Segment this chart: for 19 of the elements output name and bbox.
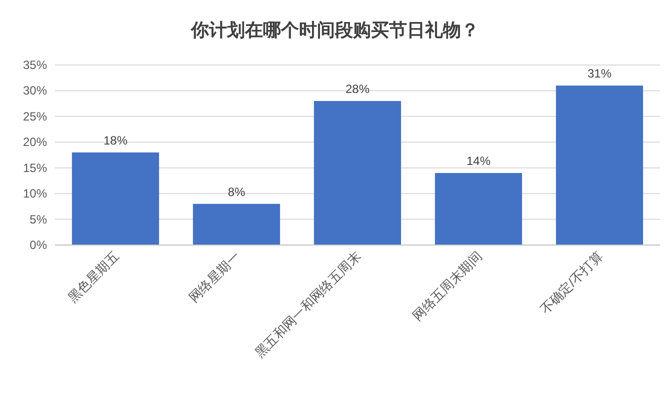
x-tick-label: 不确定/不打算 — [537, 248, 606, 317]
data-label: 14% — [466, 154, 491, 168]
data-label: 8% — [228, 184, 246, 199]
x-tick-label: 黑五和网一和网络五周末 — [252, 248, 364, 360]
y-tick-label: 25% — [22, 109, 48, 124]
data-label: 28% — [345, 82, 370, 96]
y-tick-label: 15% — [22, 160, 48, 175]
y-tick-label: 30% — [22, 84, 48, 98]
x-tick-label: 网络星期一 — [186, 248, 243, 306]
x-tick-label: 网络五周末期间 — [410, 248, 485, 324]
title: 你计划在哪个时间段购买节日礼物？ — [191, 20, 479, 40]
data-label: 31% — [587, 66, 612, 81]
y-tick-label: 5% — [30, 212, 48, 226]
y-tick-label: 10% — [22, 186, 48, 201]
y-tick-label: 35% — [22, 58, 48, 72]
y-tick-label: 20% — [22, 135, 48, 150]
y-tick-label: 0% — [30, 238, 48, 252]
data-label: 18% — [103, 133, 128, 148]
x-tick-label: 黑色星期五 — [65, 248, 122, 306]
